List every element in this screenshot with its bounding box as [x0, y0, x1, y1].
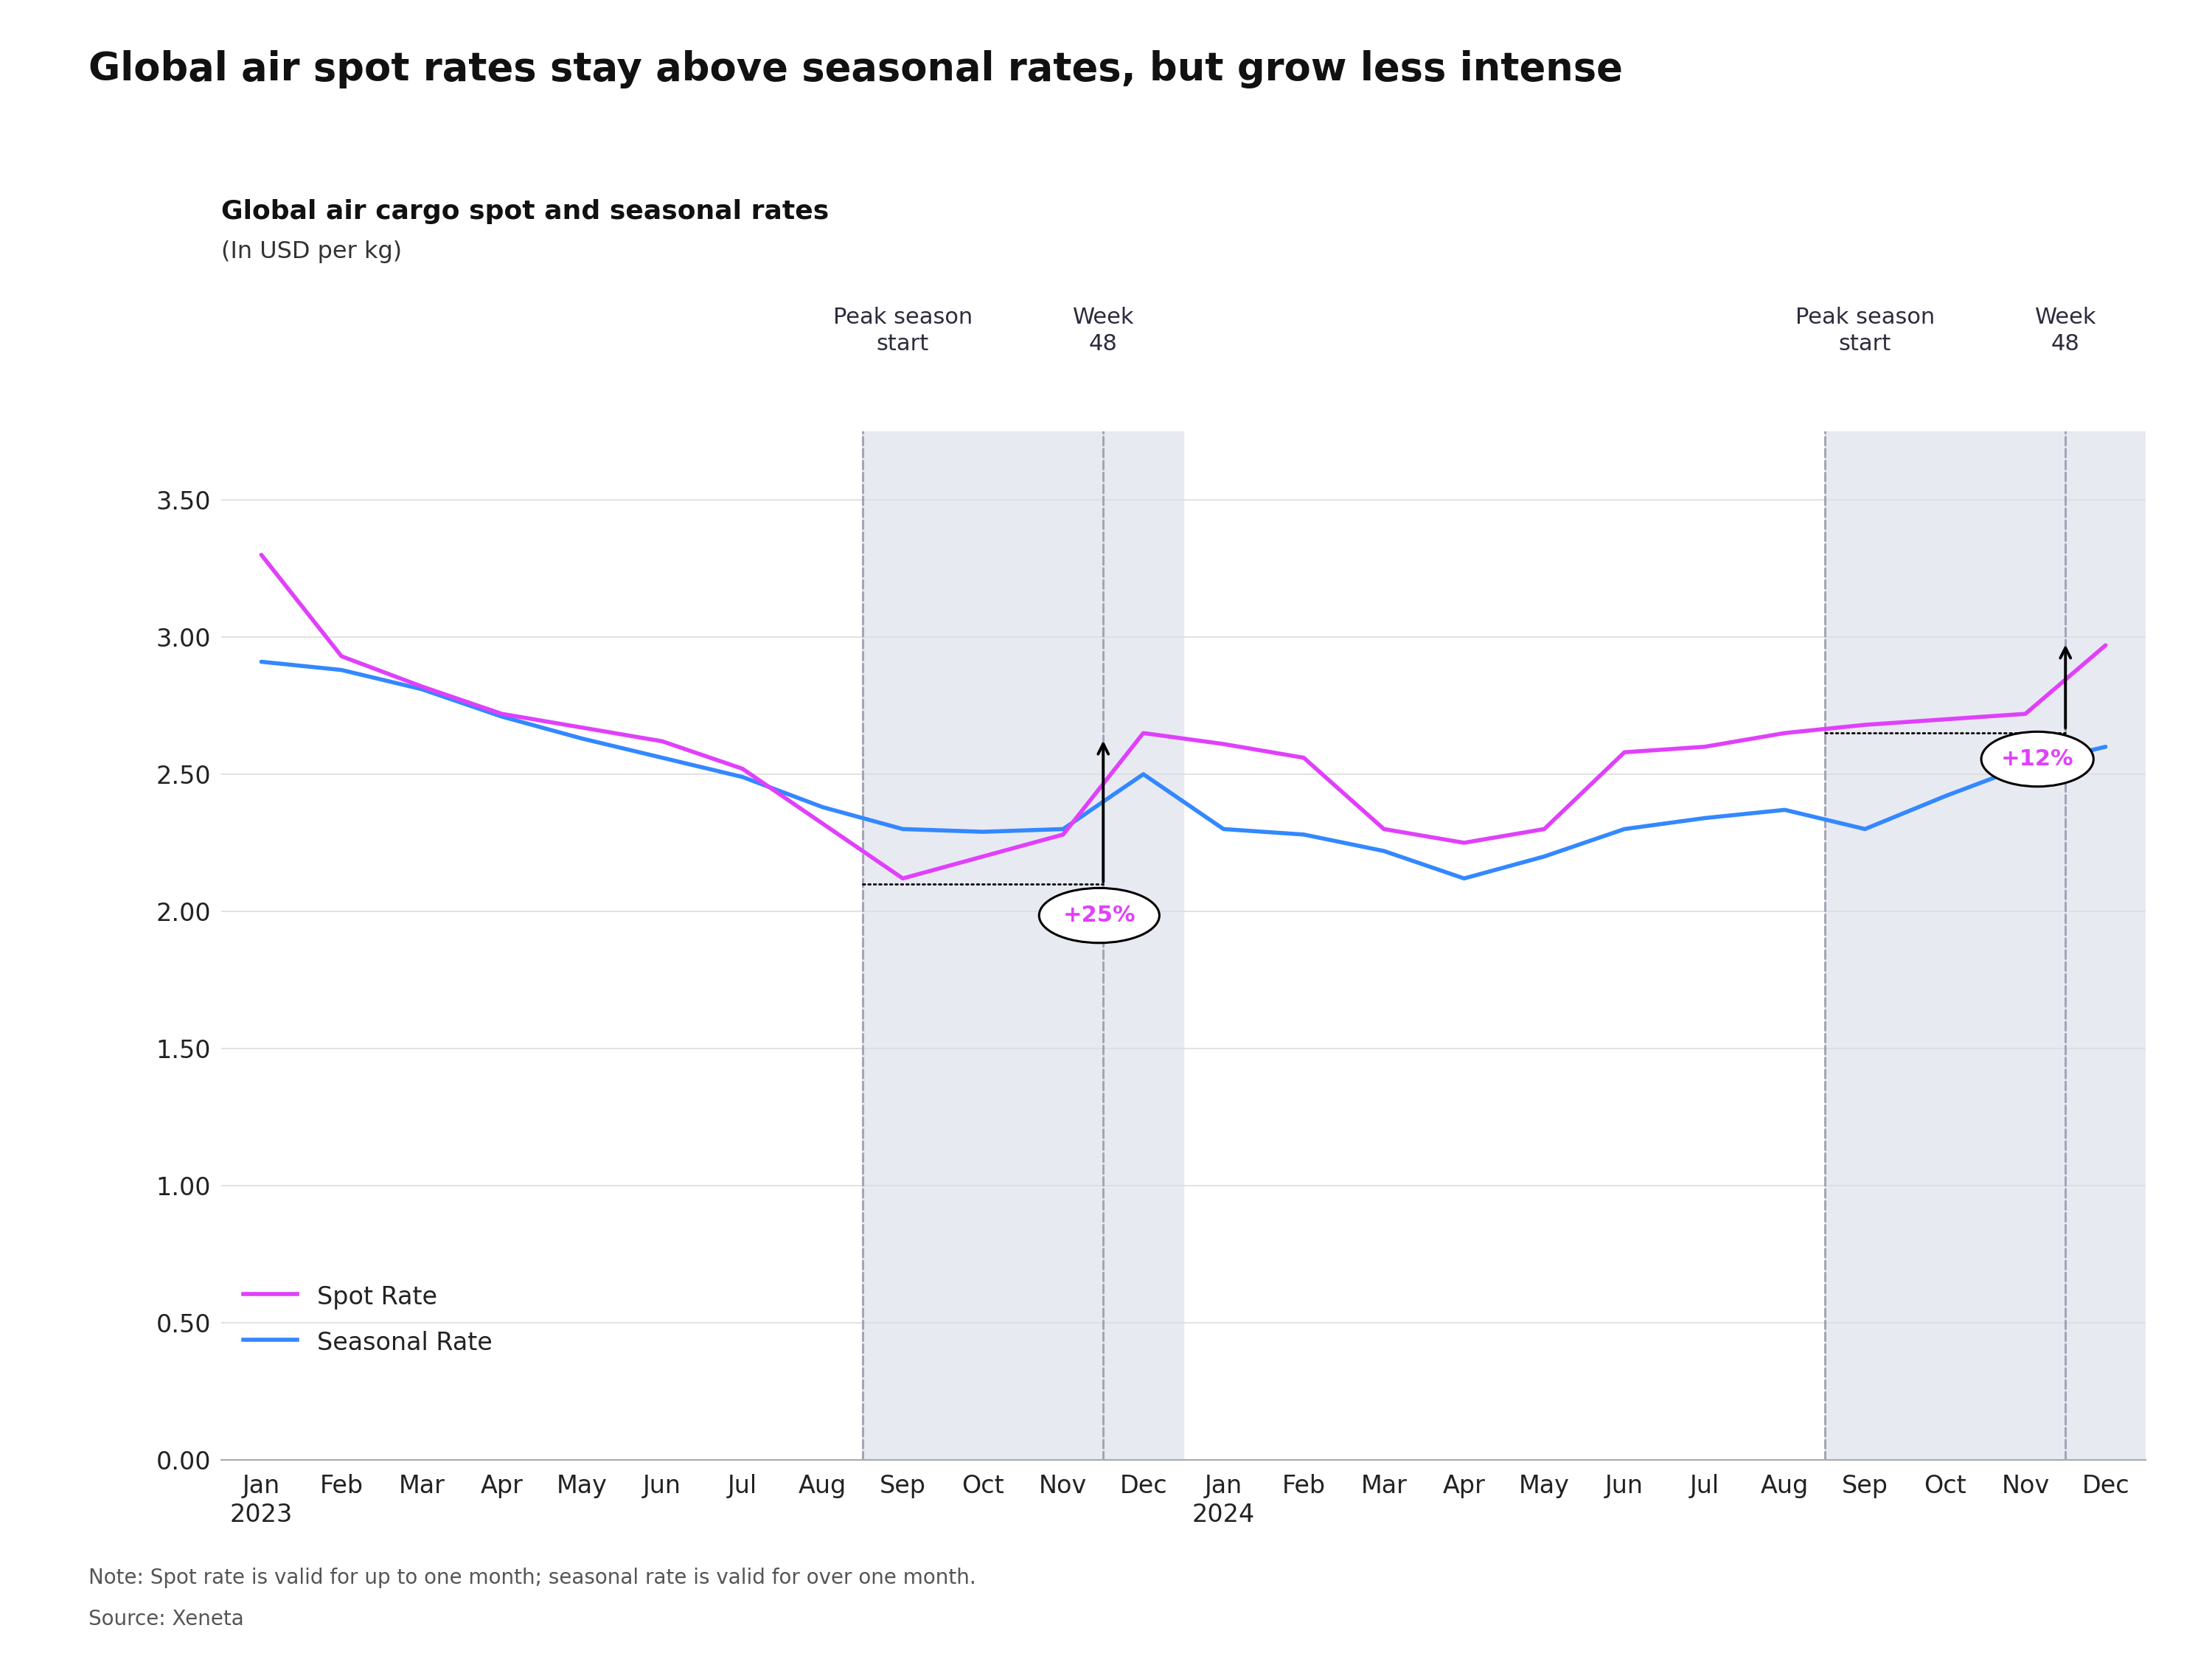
Legend: Spot Rate, Seasonal Rate: Spot Rate, Seasonal Rate — [234, 1274, 502, 1365]
Text: Source: Xeneta: Source: Xeneta — [88, 1609, 243, 1629]
Text: Note: Spot rate is valid for up to one month; seasonal rate is valid for over on: Note: Spot rate is valid for up to one m… — [88, 1568, 975, 1588]
Ellipse shape — [1040, 888, 1159, 942]
Bar — [863, 431, 1183, 1460]
Text: Week
48: Week 48 — [1073, 307, 1135, 355]
Text: Global air cargo spot and seasonal rates: Global air cargo spot and seasonal rates — [221, 199, 830, 224]
Ellipse shape — [1982, 732, 2093, 786]
Text: (In USD per kg): (In USD per kg) — [221, 241, 403, 264]
Text: +25%: +25% — [1062, 904, 1135, 926]
Text: Week
48: Week 48 — [2035, 307, 2097, 355]
Text: +12%: +12% — [2002, 748, 2075, 770]
Text: Global air spot rates stay above seasonal rates, but grow less intense: Global air spot rates stay above seasona… — [88, 50, 1624, 88]
Text: Peak season
start: Peak season start — [1796, 307, 1935, 355]
Text: Peak season
start: Peak season start — [834, 307, 973, 355]
Bar — [1825, 431, 2146, 1460]
